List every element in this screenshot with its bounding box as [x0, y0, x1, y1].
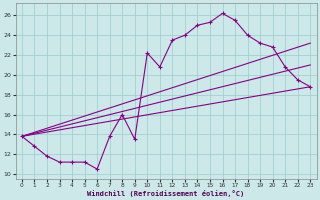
X-axis label: Windchill (Refroidissement éolien,°C): Windchill (Refroidissement éolien,°C): [87, 190, 245, 197]
